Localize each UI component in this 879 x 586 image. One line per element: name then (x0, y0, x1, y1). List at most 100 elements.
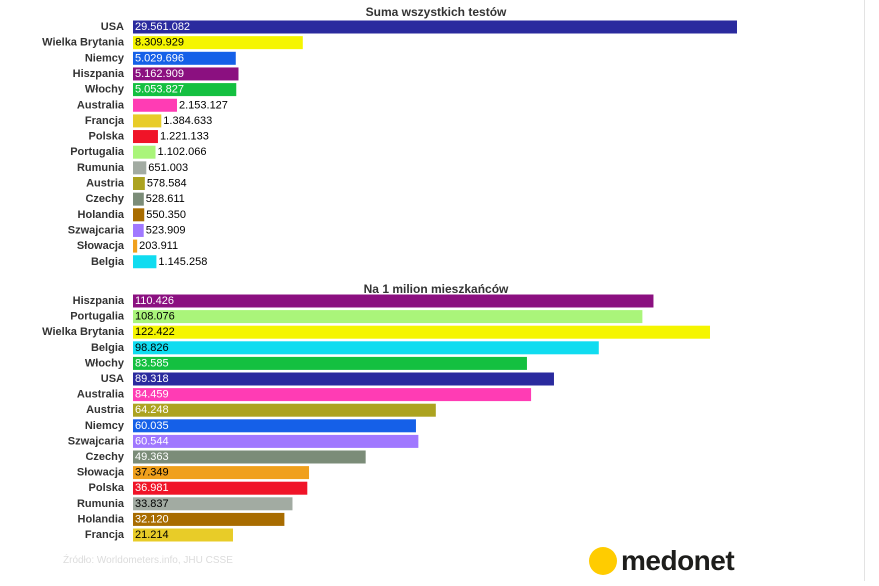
data-label: 33.837 (135, 498, 169, 510)
data-label: 122.422 (135, 326, 175, 338)
data-label: 523.909 (146, 224, 186, 236)
category-label: Francja (85, 115, 125, 127)
chart-title: Na 1 milion mieszkańców (364, 282, 509, 296)
data-label: 89.318 (135, 373, 169, 385)
data-label: 1.145.258 (158, 256, 207, 268)
bar (133, 177, 145, 190)
chart-panel-2: Na 1 milion mieszkańców Hiszpania 110.426 P… (42, 282, 710, 542)
data-label: 2.153.127 (179, 99, 228, 111)
data-label: 578.584 (147, 178, 187, 190)
bar (133, 434, 419, 448)
bar (133, 419, 416, 433)
data-label: 5.053.827 (135, 84, 184, 96)
bar (133, 98, 177, 112)
bar (133, 450, 366, 464)
category-label: USA (101, 373, 124, 385)
right-divider (864, 0, 865, 581)
data-label: 49.363 (135, 451, 169, 463)
bar (133, 466, 310, 480)
medonet-logo: medonet (589, 545, 735, 577)
data-label: 32.120 (135, 513, 169, 525)
data-label: 1.384.633 (163, 115, 212, 127)
category-label: Holandia (78, 513, 125, 525)
data-label: 528.611 (146, 193, 185, 205)
category-label: Słowacja (77, 467, 125, 479)
data-label: 21.214 (135, 529, 169, 541)
data-label: 1.102.066 (158, 146, 207, 158)
category-label: USA (101, 21, 124, 33)
data-label: 36.981 (135, 482, 169, 494)
category-label: Niemcy (85, 420, 125, 432)
bar (133, 325, 710, 339)
data-label: 8.309.929 (135, 37, 184, 49)
data-label: 98.826 (135, 342, 169, 354)
category-label: Rumunia (77, 162, 125, 174)
category-label: Australia (77, 99, 125, 111)
bar (133, 130, 158, 144)
category-label: Rumunia (77, 498, 125, 510)
chart-title: Suma wszystkich testów (366, 5, 507, 19)
data-label: 60.544 (135, 435, 169, 447)
category-label: Portugalia (70, 311, 125, 323)
category-label: Słowacja (77, 240, 125, 252)
bar (133, 51, 236, 65)
bar (133, 67, 239, 81)
bar (133, 356, 527, 370)
data-label: 60.035 (135, 420, 169, 432)
bar (133, 388, 532, 402)
data-label: 83.585 (135, 357, 169, 369)
category-label: Polska (89, 131, 125, 143)
bar (133, 372, 554, 386)
bar (133, 403, 436, 417)
data-label: 110.426 (135, 295, 174, 307)
category-label: Niemcy (85, 52, 125, 64)
category-label: Szwajcaria (68, 435, 125, 447)
category-label: Hiszpania (73, 295, 125, 307)
bar (133, 161, 147, 175)
bar (133, 528, 233, 542)
category-label: Wielka Brytania (42, 37, 125, 49)
bar (133, 255, 157, 269)
category-label: Czechy (85, 451, 124, 463)
category-label: Szwajcaria (68, 224, 125, 236)
bar (133, 512, 285, 526)
data-label: 64.248 (135, 404, 169, 416)
bar (133, 192, 144, 206)
data-label: 29.561.082 (135, 21, 190, 33)
data-label: 108.076 (135, 311, 175, 323)
data-label: 5.029.696 (135, 52, 184, 64)
data-label: 550.350 (146, 209, 186, 221)
bar (133, 497, 293, 511)
data-label: 651.003 (148, 162, 188, 174)
bar (133, 20, 737, 34)
bar (133, 114, 162, 128)
data-label: 203.911 (139, 240, 178, 252)
bar (133, 36, 303, 50)
category-label: Włochy (85, 357, 125, 369)
category-label: Austria (86, 178, 125, 190)
category-label: Włochy (85, 84, 125, 96)
source-note: Źródło: Worldometers.info, JHU CSSE (63, 555, 233, 566)
bar (133, 83, 237, 97)
bar (133, 223, 144, 237)
data-label: 84.459 (135, 389, 169, 401)
chart-panel-1: Suma wszystkich testów USA 29.561.082 Wielk… (42, 5, 737, 269)
category-label: Czechy (85, 193, 124, 205)
category-label: Belgia (91, 342, 125, 354)
category-label: Austria (86, 404, 125, 416)
bar (133, 208, 145, 222)
category-label: Belgia (91, 256, 125, 268)
category-label: Wielka Brytania (42, 326, 125, 338)
bar (133, 310, 643, 324)
bar (133, 145, 156, 159)
bar (133, 294, 654, 308)
logo-dot-icon (589, 547, 617, 575)
bar (133, 239, 138, 253)
category-label: Hiszpania (73, 68, 125, 80)
category-label: Portugalia (70, 146, 125, 158)
data-label: 5.162.909 (135, 68, 184, 80)
bar (133, 341, 599, 355)
category-label: Holandia (78, 209, 125, 221)
